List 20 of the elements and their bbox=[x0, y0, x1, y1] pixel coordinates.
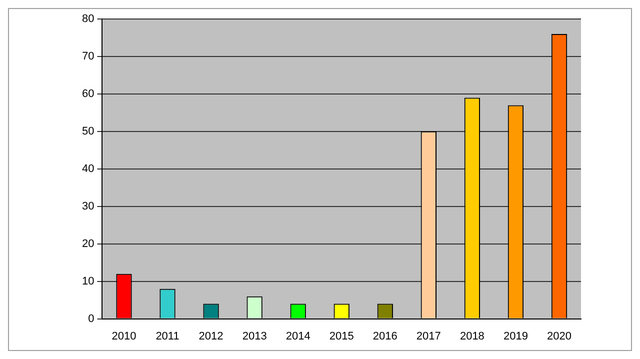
x-tick-label: 2012 bbox=[198, 330, 224, 342]
x-tick-label: 2011 bbox=[156, 330, 180, 342]
y-tick-label: 70 bbox=[82, 50, 94, 63]
x-tick-label: 2018 bbox=[460, 330, 484, 342]
y-tick-label: 20 bbox=[82, 238, 94, 250]
y-tick-label: 0 bbox=[88, 312, 94, 325]
x-tick-label: 2015 bbox=[329, 330, 354, 342]
x-tick-label: 2014 bbox=[286, 330, 310, 342]
y-tick-label: 10 bbox=[82, 275, 94, 288]
y-tick-label: 50 bbox=[82, 125, 94, 138]
y-tick-label: 60 bbox=[82, 88, 94, 100]
x-tick-label: 2013 bbox=[242, 330, 267, 342]
x-tick-label: 2019 bbox=[503, 330, 528, 342]
x-tick-label: 2020 bbox=[546, 330, 572, 342]
y-tick-label: 30 bbox=[82, 200, 94, 212]
x-tick-label: 2010 bbox=[112, 330, 136, 342]
x-tick-label: 2016 bbox=[372, 330, 398, 342]
y-tick-label: 40 bbox=[82, 162, 94, 175]
x-tick-label: 2017 bbox=[416, 330, 441, 342]
y-tick-label: 80 bbox=[82, 13, 94, 26]
